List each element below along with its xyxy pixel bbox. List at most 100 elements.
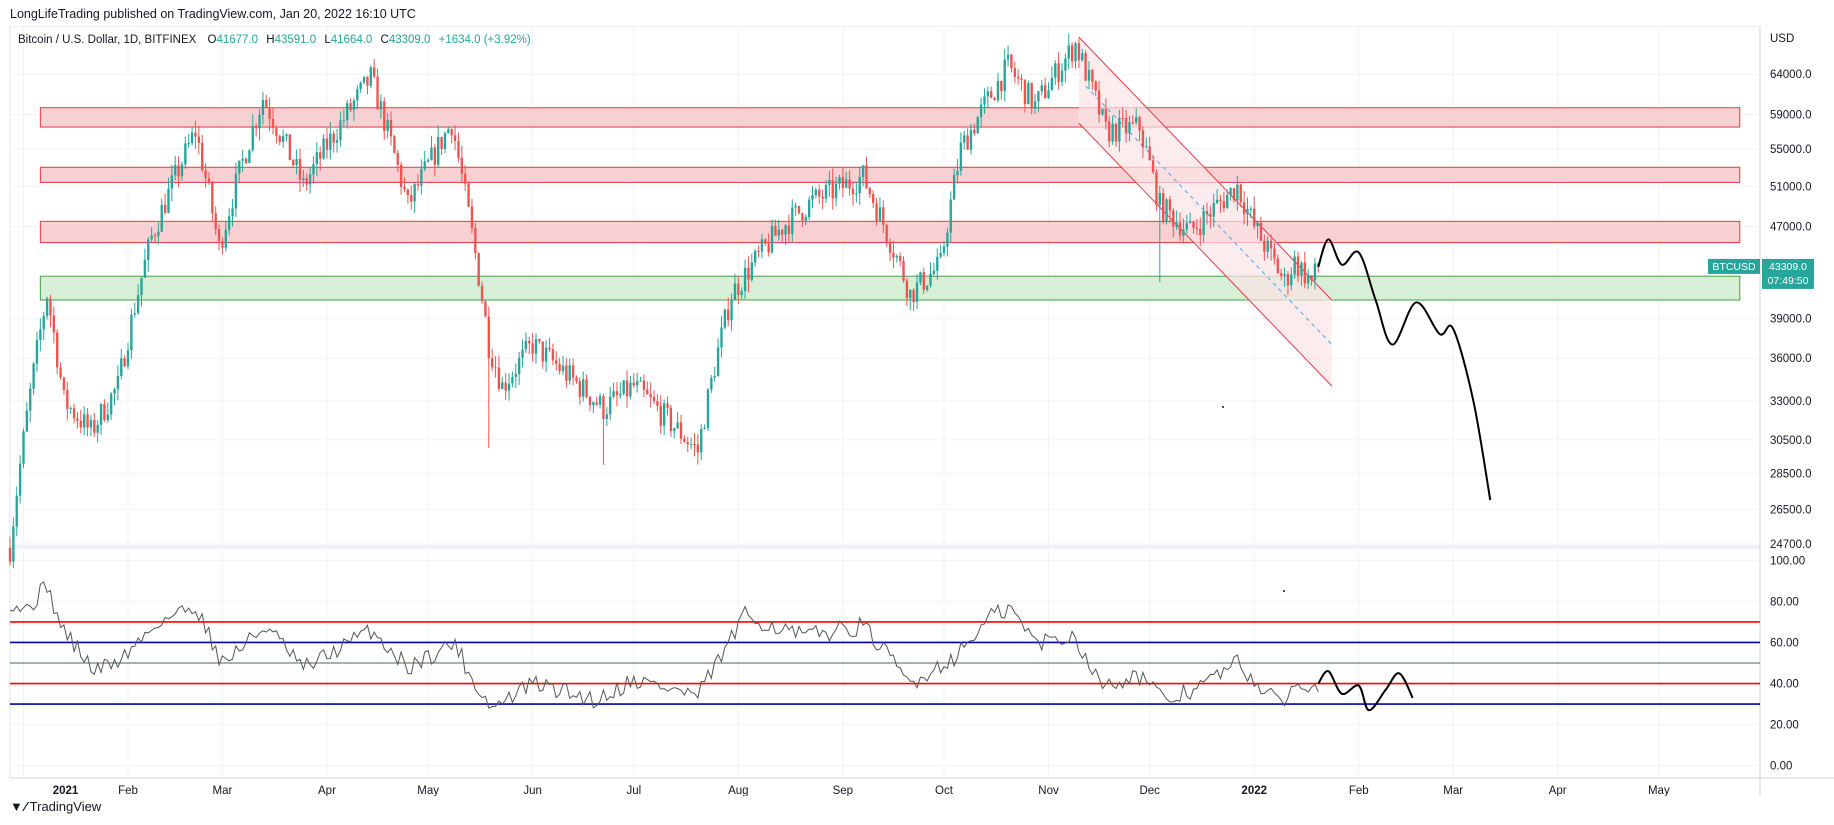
candle-body — [919, 272, 922, 283]
candle-body — [153, 235, 157, 237]
candle-body — [126, 350, 130, 367]
candle — [659, 395, 662, 434]
candle-body — [666, 403, 669, 408]
candle-body — [693, 444, 696, 446]
candle — [177, 156, 180, 188]
candle — [1114, 122, 1118, 147]
candle — [973, 123, 976, 136]
candle-body — [369, 67, 372, 86]
candle — [197, 125, 201, 155]
candle — [180, 161, 184, 182]
candle-body — [1040, 85, 1043, 92]
currency-label[interactable]: USD — [1770, 33, 1794, 45]
candle-body — [963, 135, 966, 143]
rsi-axis[interactable]: 100.00 80.00 60.00 40.00 20.00 0.00 — [1770, 555, 1805, 772]
candle — [821, 189, 824, 210]
candle-body — [507, 383, 511, 391]
candle-body — [598, 396, 602, 405]
candle-body — [66, 390, 69, 410]
price-axis[interactable]: 64000.0 59000.0 55000.0 51000.0 47000.0 39000… — [1770, 69, 1812, 551]
price-tick-label: 39000.0 — [1770, 314, 1812, 326]
rsi-series — [9, 581, 1760, 712]
candle — [184, 136, 187, 169]
candle — [167, 177, 170, 214]
candle — [737, 275, 740, 305]
candle-body — [541, 341, 544, 362]
candle — [1313, 257, 1317, 290]
candle-body — [1047, 90, 1050, 98]
candle — [1165, 198, 1168, 225]
candle-body — [1070, 45, 1074, 62]
legend-open-value: 41677.0 — [216, 34, 258, 46]
candle-body — [1310, 275, 1313, 281]
candle-body — [227, 216, 231, 230]
candle — [83, 406, 86, 436]
candle-body — [83, 414, 86, 428]
time-axis[interactable]: 2021 Feb Mar Apr May Jun Jul Aug Sep Oct Nov Dec 202… — [53, 785, 1670, 797]
candle-body — [443, 133, 447, 150]
candle-body — [474, 228, 477, 254]
candle-body — [635, 381, 639, 386]
candle — [265, 94, 268, 109]
candle-body — [305, 178, 308, 185]
candle — [1236, 175, 1239, 211]
candle — [1310, 275, 1313, 286]
candle-body — [565, 365, 568, 381]
chart-svg[interactable]: 64000.0 59000.0 55000.0 51000.0 47000.0 39000… — [0, 25, 1834, 797]
candle — [561, 356, 565, 375]
candle — [194, 120, 197, 149]
candle-body — [1148, 146, 1151, 161]
candle-body — [123, 358, 126, 367]
legend-close-label: C — [381, 34, 389, 46]
candle — [1017, 69, 1020, 85]
candle-body — [727, 309, 730, 321]
candle-body — [774, 226, 777, 236]
candle-body — [932, 270, 936, 275]
candle — [96, 419, 99, 443]
candle-body — [561, 365, 565, 372]
candle — [585, 374, 588, 399]
candle-body — [828, 180, 831, 185]
candle — [56, 329, 59, 375]
candle — [892, 240, 895, 269]
candle-body — [990, 91, 993, 98]
candle — [89, 415, 93, 437]
candle-body — [730, 300, 733, 321]
candle — [730, 293, 733, 331]
candle — [1283, 267, 1286, 287]
candle — [797, 205, 801, 215]
price-tick-label: 26500.0 — [1770, 504, 1812, 516]
candle — [281, 129, 285, 148]
candle-body — [295, 159, 298, 165]
legend-high-label: H — [266, 34, 274, 46]
candle-body — [281, 136, 285, 142]
candle-body — [133, 313, 136, 315]
candle — [1010, 53, 1013, 73]
candle-body — [538, 338, 541, 342]
candle — [524, 332, 528, 354]
candle — [275, 125, 278, 144]
candle — [190, 127, 194, 146]
candle-body — [1236, 184, 1239, 201]
candle — [811, 185, 814, 209]
candle — [1215, 189, 1219, 205]
candle — [1108, 115, 1111, 148]
candle-body — [103, 404, 106, 421]
rsi-tick-label: 60.00 — [1770, 637, 1799, 649]
candle — [666, 396, 669, 416]
candle — [1087, 60, 1091, 89]
candle-body — [929, 274, 932, 286]
candle-body — [615, 391, 619, 396]
candle-body — [1033, 101, 1037, 109]
candle-body — [1050, 77, 1054, 91]
candle-body — [868, 187, 872, 195]
candle — [521, 339, 524, 368]
candle — [369, 65, 372, 89]
candle — [278, 135, 281, 146]
candle — [487, 306, 490, 449]
candle — [234, 162, 238, 217]
chart-area[interactable]: 64000.0 59000.0 55000.0 51000.0 47000.0 39000… — [0, 25, 1834, 797]
candle — [1040, 79, 1043, 96]
candle-body — [696, 444, 700, 453]
candle — [919, 271, 922, 286]
